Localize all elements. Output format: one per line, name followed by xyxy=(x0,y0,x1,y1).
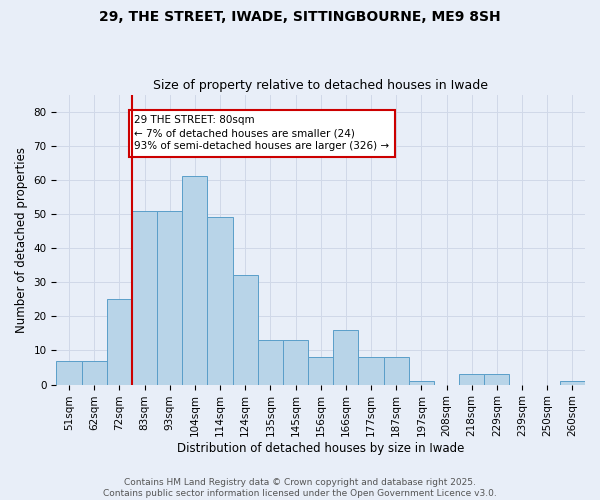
Y-axis label: Number of detached properties: Number of detached properties xyxy=(15,146,28,332)
Bar xyxy=(82,360,107,384)
X-axis label: Distribution of detached houses by size in Iwade: Distribution of detached houses by size … xyxy=(177,442,464,455)
Bar xyxy=(233,276,258,384)
Bar xyxy=(484,374,509,384)
Bar xyxy=(459,374,484,384)
Bar xyxy=(56,360,82,384)
Text: 29 THE STREET: 80sqm
← 7% of detached houses are smaller (24)
93% of semi-detach: 29 THE STREET: 80sqm ← 7% of detached ho… xyxy=(134,115,389,152)
Bar xyxy=(383,358,409,384)
Title: Size of property relative to detached houses in Iwade: Size of property relative to detached ho… xyxy=(153,79,488,92)
Bar xyxy=(107,300,132,384)
Bar xyxy=(560,381,585,384)
Bar xyxy=(258,340,283,384)
Bar xyxy=(208,218,233,384)
Bar xyxy=(358,358,383,384)
Bar xyxy=(132,210,157,384)
Bar xyxy=(157,210,182,384)
Bar xyxy=(182,176,208,384)
Bar xyxy=(333,330,358,384)
Bar xyxy=(283,340,308,384)
Bar xyxy=(409,381,434,384)
Bar xyxy=(308,358,333,384)
Text: 29, THE STREET, IWADE, SITTINGBOURNE, ME9 8SH: 29, THE STREET, IWADE, SITTINGBOURNE, ME… xyxy=(99,10,501,24)
Text: Contains HM Land Registry data © Crown copyright and database right 2025.
Contai: Contains HM Land Registry data © Crown c… xyxy=(103,478,497,498)
